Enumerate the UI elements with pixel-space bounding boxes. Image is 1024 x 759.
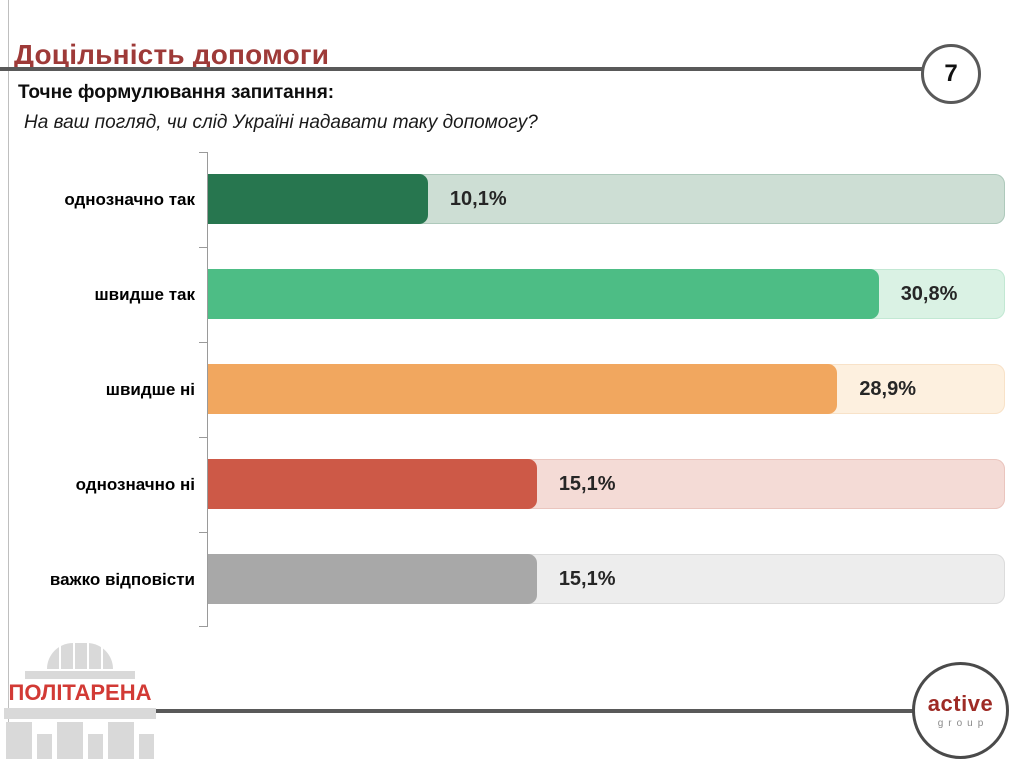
parliament-dome-base <box>25 671 135 679</box>
bar-track: 30,8% <box>208 269 1005 319</box>
chart-row-5: важко відповісти 15,1% <box>0 532 1024 627</box>
category-label: швидше ні <box>105 379 195 399</box>
bar-chart: однозначно так 10,1% швидше так 30,8% швидше… <box>0 152 1024 627</box>
value-label: 28,9% <box>859 378 917 400</box>
column-icon <box>37 734 52 759</box>
bar <box>208 269 879 319</box>
column-icon <box>57 722 83 759</box>
chart-row-1: однозначно так 10,1% <box>0 152 1024 247</box>
active-group-logo: active group <box>912 662 1009 759</box>
slide-title: Доцільність допомоги <box>14 38 330 70</box>
chart-row-2: швидше так 30,8% <box>0 247 1024 342</box>
chart-row-3: швидше ні 28,9% <box>0 342 1024 437</box>
page-number: 7 <box>944 60 958 87</box>
category-label: однозначно так <box>64 189 195 209</box>
category-label: швидше так <box>94 284 196 304</box>
column-icon <box>139 734 154 759</box>
category-label: важко відповісти <box>49 569 195 589</box>
axis-tick <box>199 247 207 248</box>
column-icon <box>88 734 103 759</box>
category-label: однозначно ні <box>75 474 195 494</box>
chart-axis-line <box>207 152 208 627</box>
question-text: На ваш погляд, чи слід Україні надавати … <box>24 112 538 133</box>
bar-track: 15,1% <box>208 459 1005 509</box>
politarena-logo-text: ПОЛІТАРЕНА <box>8 680 152 705</box>
bar <box>208 459 537 509</box>
axis-tick <box>199 626 207 627</box>
bar <box>208 554 537 604</box>
active-group-logo-line1: active <box>927 690 994 716</box>
value-label: 30,8% <box>900 283 958 305</box>
slide-left-edge-rule <box>8 0 9 759</box>
bar-track: 15,1% <box>208 554 1005 604</box>
active-group-logo-line2: group <box>937 717 989 729</box>
bar <box>208 174 428 224</box>
bar-track: 10,1% <box>208 174 1005 224</box>
footer-rule <box>156 709 913 713</box>
page-number-badge: 7 <box>921 44 981 104</box>
bar <box>208 364 838 414</box>
column-icon <box>108 722 134 759</box>
value-label: 15,1% <box>558 473 616 495</box>
title-underline-rule <box>0 67 925 71</box>
politarena-logo: ПОЛІТАРЕНА <box>4 643 156 759</box>
value-label: 10,1% <box>449 188 507 210</box>
column-icon <box>6 722 32 759</box>
parliament-columns-icon <box>6 722 156 759</box>
value-label: 15,1% <box>558 568 616 590</box>
question-label: Точне формулювання запитання: <box>18 82 335 103</box>
chart-row-4: однозначно ні 15,1% <box>0 437 1024 532</box>
parliament-entablature <box>4 708 156 719</box>
bar-track: 28,9% <box>208 364 1005 414</box>
axis-tick <box>199 342 207 343</box>
parliament-dome-icon <box>47 643 113 669</box>
axis-tick <box>199 437 207 438</box>
axis-tick <box>199 532 207 533</box>
axis-tick <box>199 152 207 153</box>
